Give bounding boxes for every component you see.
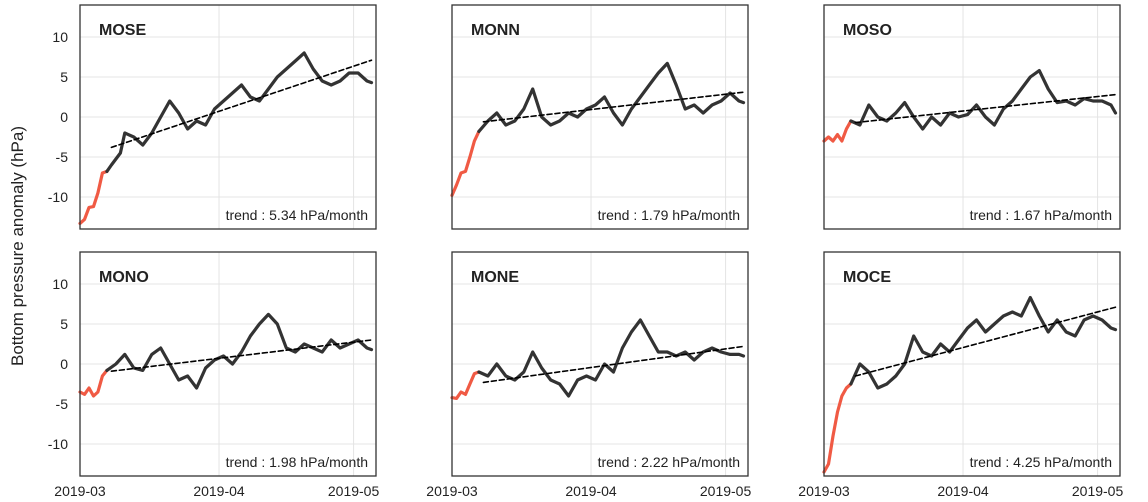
series-line — [105, 51, 374, 173]
trend-line — [854, 93, 1117, 124]
trend-line — [854, 306, 1117, 377]
series-line — [477, 318, 746, 398]
initial-segment-line — [78, 368, 109, 398]
x-tick-label: 2019-04 — [565, 483, 617, 499]
y-tick-label: 5 — [60, 69, 68, 85]
panel-frame — [451, 251, 749, 477]
y-tick-label: 10 — [52, 276, 68, 292]
trend-line — [482, 91, 745, 123]
trend-annotation: trend : 1.67 hPa/month — [970, 207, 1112, 223]
panel-monn: MONN trend : 1.79 hPa/month — [450, 4, 749, 230]
initial-segment-line — [822, 382, 853, 474]
panel-frame — [823, 4, 1121, 230]
y-tick-label: -5 — [56, 149, 69, 165]
y-tick-label: -10 — [48, 189, 68, 205]
initial-segment-line — [822, 119, 853, 143]
y-tick-label: -10 — [48, 436, 68, 452]
panel-mono: 10 5 0 -5 -10 2019-03 2019-04 2019-05 MONO trend … — [48, 251, 380, 499]
panel-title: MOSO — [843, 22, 892, 39]
panel-title: MOCE — [843, 269, 891, 286]
panel-frame — [823, 251, 1121, 477]
series-line — [849, 69, 1118, 131]
x-tick-label: 2019-05 — [700, 483, 752, 499]
y-tick-label: 10 — [52, 29, 68, 45]
trend-annotation: trend : 1.98 hPa/month — [226, 454, 368, 470]
series-line — [477, 61, 746, 133]
panel-frame — [79, 251, 377, 477]
x-tick-label: 2019-05 — [328, 483, 380, 499]
panels: 10 5 0 -5 -10 MOSE trend : 5.34 hPa/month MONN t… — [48, 4, 1124, 499]
panel-moso: MOSO trend : 1.67 hPa/month — [822, 4, 1121, 230]
initial-segment-line — [450, 370, 481, 400]
x-tick-label: 2019-03 — [54, 483, 106, 499]
x-tick-label: 2019-04 — [193, 483, 245, 499]
trend-line — [110, 339, 373, 372]
y-tick-label: 0 — [60, 356, 68, 372]
panel-mose: 10 5 0 -5 -10 MOSE trend : 5.34 hPa/month — [48, 4, 377, 230]
y-axis-label: Bottom pressure anomaly (hPa) — [8, 126, 27, 366]
trend-annotation: trend : 5.34 hPa/month — [226, 207, 368, 223]
y-tick-label: -5 — [56, 396, 69, 412]
panel-moce: 2019-03 2019-04 2019-05 MOCE trend : 4.25 hP… — [798, 251, 1124, 499]
panel-title: MONO — [99, 269, 149, 286]
series-line — [849, 296, 1118, 390]
x-tick-label: 2019-05 — [1072, 483, 1124, 499]
series-line — [105, 312, 374, 390]
trend-annotation: trend : 2.22 hPa/month — [598, 454, 740, 470]
panel-mone: 2019-03 2019-04 2019-05 MONE trend : 2.22 hP… — [426, 251, 752, 499]
initial-segment-line — [78, 169, 109, 225]
panel-title: MONE — [471, 269, 519, 286]
initial-segment-line — [450, 129, 481, 197]
y-tick-label: 5 — [60, 316, 68, 332]
panel-title: MOSE — [99, 22, 146, 39]
trend-annotation: trend : 4.25 hPa/month — [970, 454, 1112, 470]
panel-frame — [451, 4, 749, 230]
x-tick-label: 2019-04 — [937, 483, 989, 499]
trend-line — [482, 345, 745, 384]
x-tick-label: 2019-03 — [798, 483, 850, 499]
x-tick-label: 2019-03 — [426, 483, 478, 499]
panel-title: MONN — [471, 22, 520, 39]
trend-line — [110, 59, 373, 149]
y-tick-label: 0 — [60, 109, 68, 125]
panel-frame — [79, 4, 377, 230]
trend-annotation: trend : 1.79 hPa/month — [598, 207, 740, 223]
